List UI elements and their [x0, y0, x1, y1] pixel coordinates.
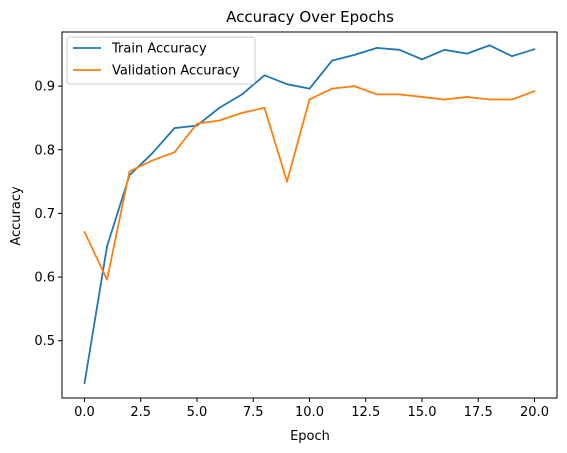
data-point: [106, 246, 108, 248]
data-point: [151, 153, 153, 155]
data-point: [489, 44, 491, 46]
y-tick-label: 0.8: [34, 143, 55, 158]
data-point: [466, 96, 468, 98]
data-point: [534, 90, 536, 92]
data-point: [106, 279, 108, 281]
data-point: [241, 93, 243, 95]
data-point: [399, 49, 401, 51]
chart-title: Accuracy Over Epochs: [226, 8, 394, 26]
data-point: [219, 120, 221, 122]
data-point: [151, 160, 153, 162]
data-point: [309, 88, 311, 90]
y-tick-label: 0.6: [34, 271, 55, 286]
x-tick-label: 7.5: [243, 405, 264, 420]
x-tick-label: 10.0: [295, 405, 324, 420]
y-axis-ticks: 0.5 0.6 0.7 0.8 0.9: [34, 80, 62, 350]
series-line-validation-accuracy: [85, 86, 535, 280]
data-point: [264, 74, 266, 76]
data-point: [511, 99, 513, 101]
data-point: [264, 107, 266, 109]
data-point: [286, 83, 288, 85]
y-tick-label: 0.5: [34, 334, 55, 349]
y-axis-label: Accuracy: [9, 186, 24, 246]
data-point: [489, 99, 491, 101]
data-point: [444, 49, 446, 51]
x-tick-label: 17.5: [464, 405, 493, 420]
legend: Train Accuracy Validation Accuracy: [67, 37, 255, 84]
plot-frame: [62, 32, 557, 398]
data-point: [219, 107, 221, 109]
plot-lines: [84, 44, 536, 384]
data-point: [421, 96, 423, 98]
data-point: [534, 48, 536, 50]
data-point: [174, 127, 176, 129]
legend-label: Validation Accuracy: [112, 64, 240, 79]
x-tick-label: 2.5: [130, 405, 151, 420]
x-tick-label: 20.0: [520, 405, 549, 420]
data-point: [444, 99, 446, 101]
data-point: [129, 171, 131, 173]
x-axis-label: Epoch: [290, 429, 330, 444]
data-point: [174, 151, 176, 153]
x-tick-label: 5.0: [187, 405, 208, 420]
data-point: [84, 382, 86, 384]
data-point: [196, 123, 198, 125]
data-point: [286, 181, 288, 183]
y-tick-label: 0.7: [34, 207, 55, 222]
data-point: [84, 231, 86, 233]
x-tick-label: 12.5: [351, 405, 380, 420]
legend-label: Train Accuracy: [111, 42, 207, 57]
data-point: [421, 58, 423, 60]
data-point: [354, 54, 356, 56]
data-point: [354, 85, 356, 87]
data-point: [376, 47, 378, 49]
data-point: [331, 60, 333, 62]
x-tick-label: 0.0: [74, 405, 95, 420]
data-point: [511, 55, 513, 57]
y-tick-label: 0.9: [34, 80, 55, 95]
x-axis-ticks: 0.0 2.5 5.0 7.5 10.0 12.5 15.0 17.5 20.0: [74, 398, 549, 420]
data-point: [376, 93, 378, 95]
data-point: [399, 93, 401, 95]
data-point: [466, 53, 468, 55]
data-point: [331, 88, 333, 90]
x-tick-label: 15.0: [408, 405, 437, 420]
data-point: [241, 112, 243, 114]
data-point: [309, 99, 311, 101]
